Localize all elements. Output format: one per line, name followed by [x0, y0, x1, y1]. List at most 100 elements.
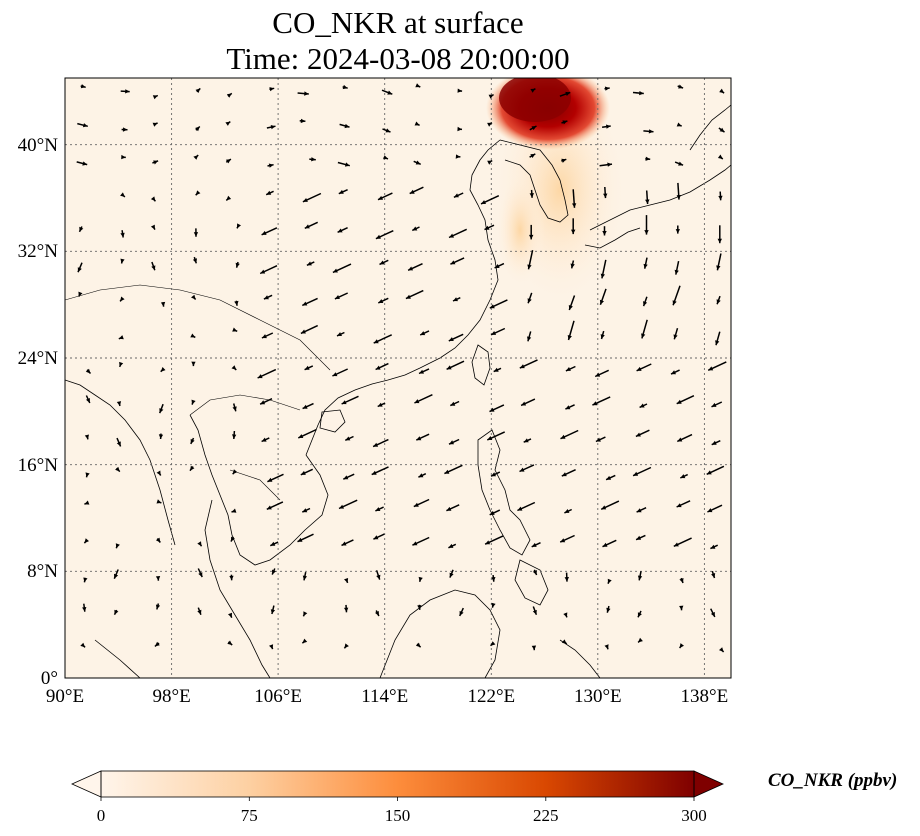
wind-vector-head — [304, 365, 310, 370]
wind-vector-head — [639, 403, 645, 408]
wind-vector-head — [491, 577, 496, 582]
wind-vector-head — [84, 538, 89, 544]
wind-vector-head — [225, 159, 231, 164]
wind-vector-head — [190, 438, 195, 444]
wind-vector-head — [637, 575, 643, 581]
wind-vector-head — [595, 372, 601, 377]
wind-vector-head — [375, 365, 381, 370]
wind-vector-head — [302, 404, 308, 409]
wind-vector-head — [118, 335, 124, 340]
wind-vector-head — [153, 160, 159, 165]
wind-vector-head — [567, 335, 572, 340]
lon-tick-label: 98°E — [152, 686, 190, 707]
gridlines — [65, 78, 731, 678]
wind-vector-head — [191, 294, 196, 300]
wind-vector-head — [645, 156, 651, 161]
wind-vector-head — [78, 291, 83, 297]
wind-vector-head — [561, 472, 567, 477]
wind-vector-head — [606, 475, 612, 480]
wind-vector-head — [602, 542, 608, 547]
wind-vector-head — [448, 543, 454, 548]
wind-vector-head — [449, 572, 454, 578]
wind-vector-head — [341, 541, 347, 546]
wind-vector-head — [226, 195, 232, 201]
wind-vector-head — [487, 160, 493, 165]
wind-vector-head — [489, 510, 495, 515]
wind-vector-head — [302, 508, 308, 513]
lat-tick-label: 24°N — [18, 348, 59, 369]
wind-vector-head — [197, 541, 202, 547]
wind-vector-head — [261, 334, 267, 339]
wind-vector-head — [156, 499, 162, 504]
wind-vector-head — [491, 602, 496, 608]
wind-vector-head — [195, 126, 200, 132]
wind-vector-head — [116, 441, 121, 447]
wind-vector-head — [344, 643, 349, 649]
wind-vector-head — [260, 400, 266, 405]
wind-vector-head — [344, 578, 349, 583]
wind-vector-head — [375, 611, 379, 616]
colorbar: 0 75 150 225 300 — [71, 770, 724, 825]
wind-vector-head — [387, 90, 393, 95]
wind-vector-head — [678, 161, 684, 166]
wind-vector-head — [261, 437, 267, 442]
wind-vector-head — [379, 260, 385, 265]
wind-vector-head — [115, 466, 120, 472]
wind-vector-head — [150, 196, 156, 202]
wind-vector-head — [412, 226, 418, 231]
wind-vector-head — [156, 470, 161, 476]
wind-vector-head — [270, 125, 276, 130]
wind-vector-head — [530, 153, 536, 158]
colorbar-tick-label: 75 — [241, 806, 258, 825]
wind-vector-head — [343, 475, 349, 480]
wind-vector-head — [84, 434, 89, 440]
wind-vector-head — [710, 611, 715, 617]
wind-vector-head — [341, 400, 347, 405]
wind-vector-head — [675, 229, 680, 234]
wind-vector-head — [673, 334, 678, 340]
wind-vector-head — [303, 611, 308, 617]
wind-vector-head — [719, 88, 725, 94]
lon-tick-label: 114°E — [361, 686, 408, 707]
wind-vector-head — [715, 340, 720, 346]
lat-tick-label: 40°N — [18, 135, 59, 156]
wind-vector-head — [645, 199, 650, 204]
wind-vector-head — [193, 155, 199, 160]
wind-vector-head — [415, 160, 421, 165]
wind-vector-head — [607, 162, 612, 167]
wind-vector-head — [446, 365, 452, 370]
wind-vector-head — [83, 577, 88, 583]
wind-vector-head — [455, 154, 461, 159]
colorbar-tick-label: 150 — [385, 806, 411, 825]
wind-vector-head — [561, 158, 567, 163]
wind-vector-head — [332, 268, 338, 273]
wind-vector-head — [673, 542, 679, 547]
wind-vector-head — [529, 193, 534, 198]
wind-vector-head — [602, 231, 607, 236]
wind-vector-head — [600, 334, 605, 339]
wind-vector-head — [707, 508, 713, 513]
wind-vector-head — [413, 502, 419, 507]
wind-vector-head — [679, 578, 684, 583]
wind-vector-head — [191, 361, 196, 367]
wind-vector-head — [493, 367, 499, 372]
wind-vector-head — [86, 398, 90, 403]
coastlines — [65, 104, 731, 678]
wind-vector-head — [717, 154, 723, 159]
wind-vector-head — [716, 299, 721, 305]
wind-vector-head — [601, 505, 607, 510]
wind-vector-head — [269, 87, 275, 92]
wind-vector-head — [80, 84, 86, 89]
wind-vector-head — [228, 612, 232, 618]
wind-vector-head — [227, 640, 233, 645]
wind-vector-head — [231, 365, 237, 370]
wind-vector-head — [717, 238, 722, 244]
wind-vector-head — [302, 638, 308, 644]
wind-vector-head — [521, 401, 527, 406]
wind-vector-head — [375, 234, 381, 239]
wind-vector-head — [710, 544, 716, 549]
wind-vector-head — [572, 203, 577, 208]
wind-vector-head — [412, 541, 418, 546]
wind-vector-head — [571, 229, 576, 235]
wind-vector-head — [300, 118, 306, 124]
